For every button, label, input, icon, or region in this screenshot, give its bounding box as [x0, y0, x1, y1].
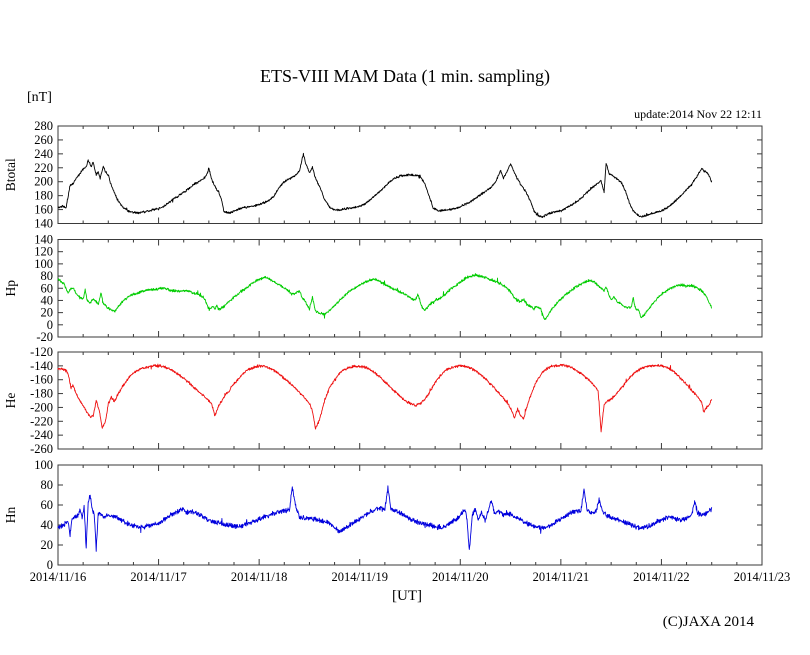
y-tick-label: 100: [34, 458, 53, 472]
y-tick-label: -180: [30, 387, 53, 401]
y-tick-label: 80: [41, 478, 54, 492]
x-tick-date-label: 2014/11/19: [331, 570, 387, 584]
x-tick-date-label: 2014/11/23: [734, 570, 790, 584]
y-tick-label: 80: [41, 269, 54, 283]
y-tick-label: 40: [41, 518, 54, 532]
panel-name-label: Btotal: [3, 158, 18, 191]
panel-Hn: 0 20 40 60 80 100 Hn: [3, 458, 763, 572]
y-tick-label: 20: [41, 538, 54, 552]
y-tick-label: -160: [30, 373, 53, 387]
Hn-series-line: [57, 485, 713, 552]
y-tick-label: 100: [34, 257, 53, 271]
y-tick-label: 240: [34, 147, 53, 161]
x-axis-unit-label: [UT]: [392, 588, 422, 604]
y-tick-label: 160: [34, 203, 53, 217]
y-tick-label: 120: [34, 245, 53, 259]
x-tick-date-label: 2014/11/18: [231, 570, 287, 584]
y-tick-label: -120: [30, 345, 53, 359]
chart-title: ETS-VIII MAM Data (1 min. sampling): [260, 66, 550, 86]
x-tick-date-label: 2014/11/17: [130, 570, 186, 584]
y-tick-label: 220: [34, 161, 53, 175]
y-tick-label: 260: [34, 133, 53, 147]
panel-name-label: Hn: [3, 507, 18, 524]
y-tick-label: 20: [41, 306, 54, 320]
panel-He: -260-240-220-200-180-160-140-120 He: [3, 345, 763, 456]
panel-border: [57, 464, 763, 566]
y-tick-label: 0: [47, 318, 53, 332]
x-tick-date-label: 2014/11/22: [633, 570, 689, 584]
y-tick-label: -260: [30, 442, 53, 456]
x-tick-date-label: 2014/11/16: [30, 570, 86, 584]
Hp-series-line: [57, 273, 713, 320]
y-tick-label: 40: [41, 293, 54, 307]
y-tick-label: -240: [30, 428, 53, 442]
panel-name-label: He: [3, 393, 18, 409]
panel-name-label: Hp: [3, 280, 18, 297]
copyright-label: (C)JAXA 2014: [662, 614, 754, 630]
y-tick-label: 280: [34, 119, 53, 133]
Btotal-series-line: [57, 152, 713, 218]
update-timestamp: update:2014 Nov 22 12:11: [634, 107, 762, 121]
x-tick-date-label: 2014/11/20: [432, 570, 488, 584]
y-tick-label: 0: [47, 558, 53, 572]
y-tick-label: 60: [41, 498, 54, 512]
y-tick-label: 140: [34, 217, 53, 231]
y-tick-label: 140: [34, 233, 53, 247]
y-tick-label: -220: [30, 414, 53, 428]
y-tick-label: -140: [30, 359, 53, 373]
y-tick-label: -20: [36, 330, 53, 344]
y-tick-label: 180: [34, 189, 53, 203]
y-tick-label: 60: [41, 281, 54, 295]
y-tick-label: -200: [30, 400, 53, 414]
y-tick-label: 200: [34, 175, 53, 189]
He-series-line: [57, 363, 713, 433]
y-axis-unit-label: [nT]: [27, 90, 52, 105]
x-tick-date-label: 2014/11/21: [533, 570, 589, 584]
